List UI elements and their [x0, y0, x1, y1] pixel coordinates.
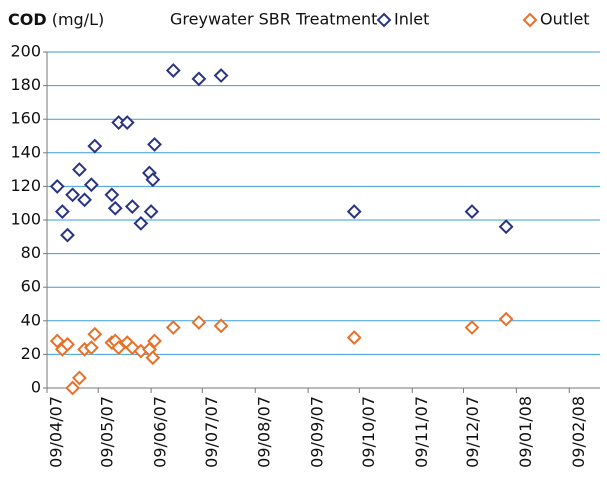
point	[77, 192, 92, 208]
y-label: COD	[8, 10, 47, 29]
y-tick-label: 120	[10, 176, 41, 195]
y-tick-label: 160	[10, 109, 41, 128]
x-tick-label: 09/11/07	[412, 396, 431, 468]
point	[191, 315, 207, 330]
point	[145, 172, 161, 188]
point	[346, 330, 362, 346]
point	[49, 178, 65, 194]
point	[111, 340, 127, 356]
point	[72, 370, 87, 386]
point	[60, 336, 75, 352]
y-tick-label: 80	[21, 243, 41, 262]
point	[165, 63, 181, 78]
x-tick-label: 09/09/07	[308, 396, 327, 468]
point	[213, 318, 229, 334]
point	[143, 204, 159, 220]
x-tick-label: 09/07/07	[202, 396, 221, 468]
y-tick-label: 140	[10, 142, 41, 161]
x-tick-label: 09/12/07	[463, 396, 482, 468]
legend-label: Outlet	[540, 10, 590, 29]
y-tick-label: 20	[21, 344, 41, 363]
point	[498, 311, 514, 327]
x-tick-label: 09/05/07	[98, 396, 117, 468]
legend-marker	[376, 12, 392, 28]
y-unit: (mg/L)	[52, 10, 105, 29]
point	[54, 204, 70, 220]
chart-title: Greywater SBR Treatment	[170, 10, 377, 29]
x-tick-label: 09/01/08	[516, 396, 535, 468]
point	[65, 187, 81, 203]
point	[72, 162, 87, 178]
point	[87, 138, 103, 154]
point	[107, 200, 123, 216]
point	[464, 320, 480, 335]
point	[49, 333, 65, 349]
point	[119, 115, 135, 130]
point	[65, 380, 81, 396]
y-tick-label: 200	[10, 42, 41, 61]
point	[147, 333, 162, 349]
legend-marker	[522, 12, 538, 28]
y-tick-label: 100	[10, 210, 41, 229]
y-tick-label: 40	[21, 310, 41, 329]
point	[83, 177, 99, 193]
point	[147, 136, 162, 152]
y-tick-label: 60	[21, 277, 41, 296]
point	[145, 350, 161, 366]
point	[191, 71, 207, 87]
legend-label: Inlet	[394, 10, 429, 29]
point	[83, 340, 99, 356]
y-tick-label: 0	[31, 378, 41, 397]
x-tick-label: 09/02/08	[569, 396, 588, 468]
point	[165, 320, 181, 335]
point	[464, 204, 480, 220]
x-tick-label: 09/10/07	[359, 396, 378, 468]
point	[87, 326, 103, 342]
point	[124, 340, 140, 356]
point	[133, 215, 149, 231]
point	[346, 204, 362, 220]
y-tick-label: 180	[10, 75, 41, 94]
y-axis-label: COD (mg/L)	[8, 10, 104, 29]
point	[104, 187, 120, 203]
point	[498, 219, 514, 235]
x-tick-label: 09/06/07	[151, 396, 170, 468]
point	[124, 199, 140, 214]
x-tick-label: 09/04/07	[47, 396, 66, 468]
point	[60, 227, 75, 243]
x-tick-label: 09/08/07	[255, 396, 274, 468]
point	[213, 68, 229, 83]
